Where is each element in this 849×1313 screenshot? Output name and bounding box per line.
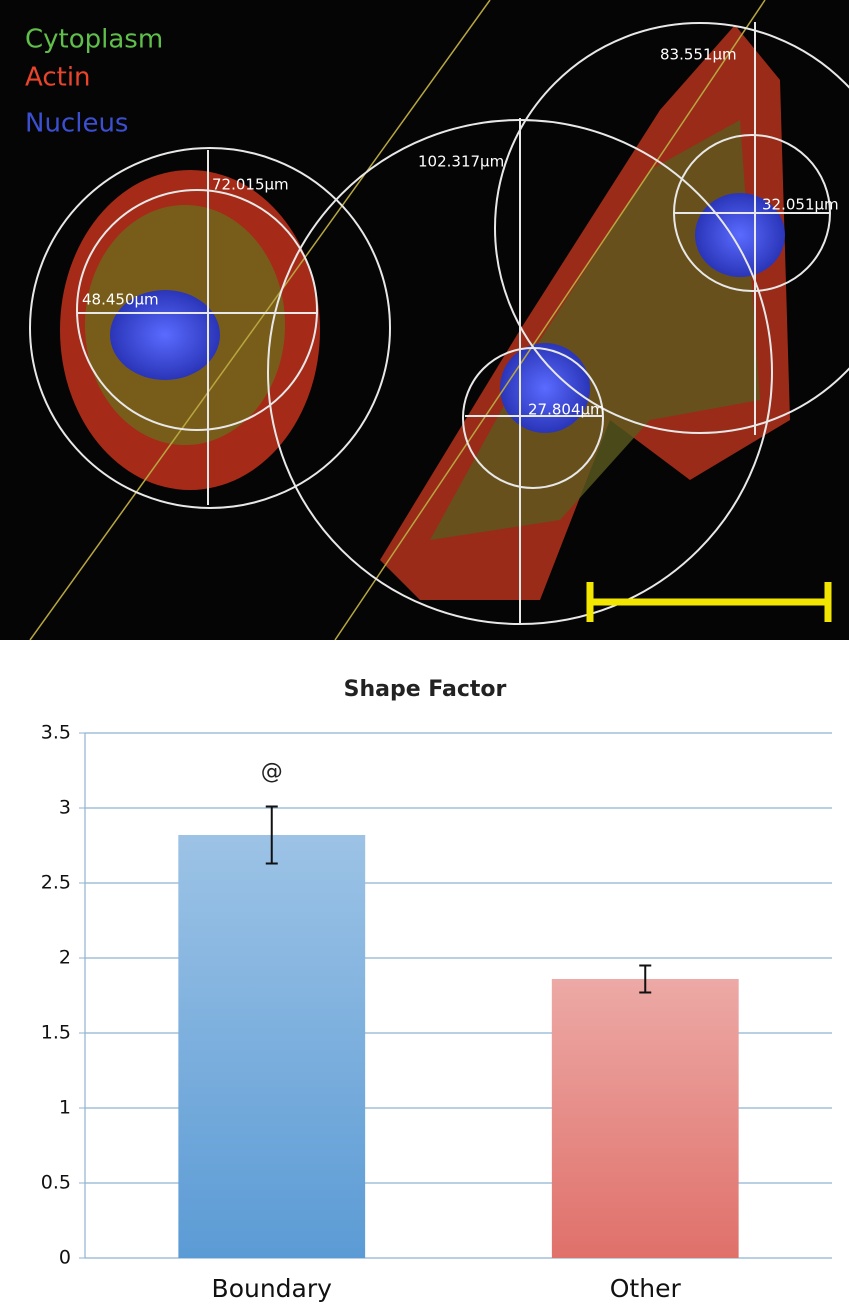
x-tick-label: Other <box>610 1274 682 1303</box>
figure: Cytoplasm Actin Nucleus 72.015µm 48.450µ… <box>0 0 849 1313</box>
measurement: 83.551µm <box>660 46 737 64</box>
annotation: @ <box>261 760 283 785</box>
legend-label: Cytoplasm <box>25 25 163 55</box>
micrograph: Cytoplasm Actin Nucleus 72.015µm 48.450µ… <box>0 0 849 640</box>
y-tick-label: 3.5 <box>41 722 71 744</box>
bar-highlight <box>552 979 739 1258</box>
y-tick-label: 3 <box>59 797 71 819</box>
bar-highlight <box>178 835 365 1258</box>
measurement: 27.804µm <box>528 401 605 419</box>
measurement: 48.450µm <box>82 291 159 309</box>
page: Shape Factor {"image": {"legend": ["Cyto… <box>0 0 849 1313</box>
body: Cytoplasm Actin Nucleus 72.015µm 48.450µ… <box>0 0 849 1313</box>
y-tick-label: 0.5 <box>41 1172 71 1194</box>
legend-label: Nucleus <box>25 109 128 139</box>
measurement: 102.317µm <box>418 153 504 171</box>
nucleus <box>500 343 590 433</box>
y-tick-label: 1.5 <box>41 1022 71 1044</box>
measurement: 72.015µm <box>212 176 289 194</box>
chart-title: Shape Factor <box>344 677 507 702</box>
y-tick-label: 2.5 <box>41 872 71 894</box>
y-tick-label: 1 <box>59 1097 71 1119</box>
measurement: 32.051µm <box>762 196 839 214</box>
y-tick-label: 0 <box>59 1247 71 1269</box>
y-tick-label: 2 <box>59 947 71 969</box>
legend-label: Actin <box>25 63 91 93</box>
x-tick-label: Boundary <box>212 1274 333 1303</box>
